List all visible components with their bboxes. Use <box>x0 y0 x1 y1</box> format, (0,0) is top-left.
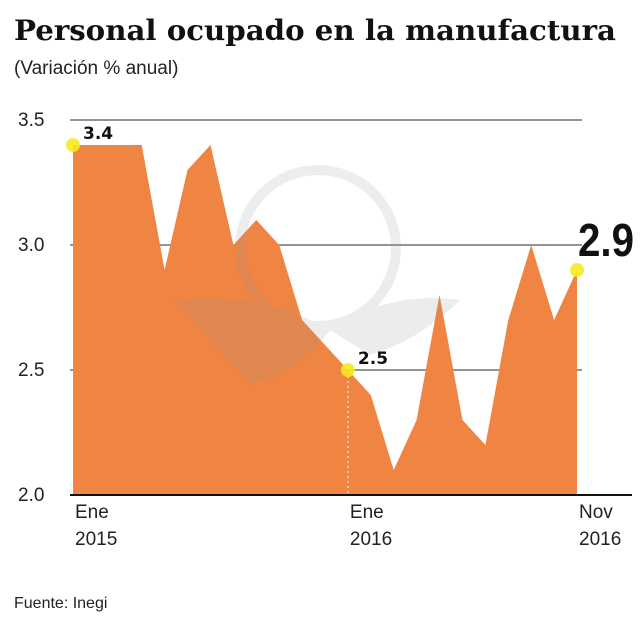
y-tick-label: 3.0 <box>18 235 44 256</box>
x-tick-year: 2016 <box>579 529 621 550</box>
y-tick-label: 3.5 <box>18 110 44 131</box>
eagle-globe-watermark <box>175 165 460 385</box>
latest-value-label: 2.9 <box>578 214 634 266</box>
y-tick-label: 2.0 <box>18 485 44 506</box>
x-tick-year: 2016 <box>350 529 392 550</box>
y-tick-label: 2.5 <box>18 360 44 381</box>
chart-title: Personal ocupado en la manufactura <box>14 14 616 47</box>
chart-subtitle: (Variación % anual) <box>14 58 178 79</box>
source-note: Fuente: Inegi <box>14 595 107 612</box>
x-tick-label: Ene <box>350 502 384 523</box>
x-tick-year: 2015 <box>75 529 117 550</box>
x-tick-label: Ene <box>75 502 109 523</box>
highlight-marker <box>570 263 584 277</box>
area-series <box>73 145 577 495</box>
x-tick-label: Nov <box>579 502 613 523</box>
data-label: 2.5 <box>358 349 388 369</box>
data-label: 3.4 <box>83 124 113 144</box>
highlight-marker <box>340 363 355 377</box>
highlight-marker <box>66 138 80 152</box>
